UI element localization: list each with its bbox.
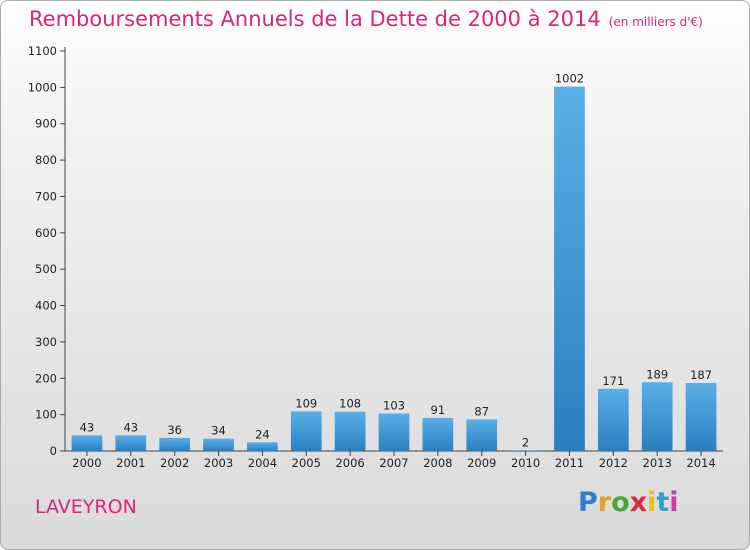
y-tick-label: 600 xyxy=(35,226,57,240)
y-tick-label: 400 xyxy=(35,299,57,313)
chart-title: Remboursements Annuels de la Dette de 20… xyxy=(29,7,703,31)
x-tick-label: 2012 xyxy=(599,456,628,470)
data-label: 43 xyxy=(123,420,138,434)
bar xyxy=(290,411,322,451)
data-label: 36 xyxy=(167,423,182,437)
logo-letter: r xyxy=(597,487,612,518)
bar xyxy=(159,437,191,451)
data-label: 91 xyxy=(431,403,446,417)
x-tick-label: 2006 xyxy=(335,456,364,470)
y-tick-label: 0 xyxy=(50,444,57,458)
logo-letter: i xyxy=(669,487,679,518)
bar xyxy=(334,411,366,451)
x-tick-label: 2011 xyxy=(555,456,584,470)
bar xyxy=(554,86,585,452)
bar xyxy=(247,442,278,451)
bar xyxy=(641,382,673,451)
y-tick-label: 300 xyxy=(35,335,57,349)
y-tick-label: 500 xyxy=(35,262,57,276)
x-tick-label: 2005 xyxy=(292,456,321,470)
y-tick-label: 200 xyxy=(35,371,57,385)
data-label: 2 xyxy=(522,435,529,449)
data-label: 43 xyxy=(80,420,95,434)
x-tick-label: 2008 xyxy=(423,456,452,470)
data-label: 34 xyxy=(211,424,226,438)
bar xyxy=(422,417,454,451)
x-tick-label: 2007 xyxy=(379,456,408,470)
x-tick-label: 2002 xyxy=(160,456,189,470)
bar xyxy=(510,450,541,451)
logo-letter: x xyxy=(629,487,648,518)
data-label: 187 xyxy=(690,368,712,382)
location-label: LAVEYRON xyxy=(35,496,137,518)
data-label: 171 xyxy=(602,374,624,388)
data-label: 87 xyxy=(474,404,489,418)
y-tick-label: 1100 xyxy=(28,44,57,58)
y-tick-label: 1000 xyxy=(28,80,57,94)
x-tick-label: 2004 xyxy=(248,456,277,470)
y-tick-label: 800 xyxy=(35,153,57,167)
x-tick-label: 2000 xyxy=(72,456,101,470)
y-tick-label: 900 xyxy=(35,117,57,131)
bar xyxy=(71,435,103,451)
x-tick-label: 2014 xyxy=(686,456,715,470)
data-label: 1002 xyxy=(555,72,584,86)
x-tick-label: 2003 xyxy=(204,456,233,470)
logo-letter: P xyxy=(578,487,598,518)
logo-letter: i xyxy=(647,487,657,518)
y-tick-label: 700 xyxy=(35,189,57,203)
x-tick-label: 2001 xyxy=(116,456,145,470)
x-tick-label: 2009 xyxy=(467,456,496,470)
chart-unit: (en milliers d'€) xyxy=(608,15,703,29)
x-tick-label: 2010 xyxy=(511,456,540,470)
logo-letter: o xyxy=(611,487,630,518)
proxiti-logo: Proxiti xyxy=(578,487,679,518)
bar xyxy=(115,435,147,451)
bar xyxy=(203,438,234,451)
data-label: 24 xyxy=(255,427,270,441)
data-label: 103 xyxy=(383,399,405,413)
bar xyxy=(378,413,410,451)
y-tick-label: 100 xyxy=(35,408,57,422)
data-label: 109 xyxy=(295,396,317,410)
bar xyxy=(597,388,629,451)
logo-letter: t xyxy=(656,487,670,518)
bar xyxy=(685,383,717,451)
x-tick-label: 2013 xyxy=(643,456,672,470)
bar xyxy=(466,419,498,451)
data-label: 189 xyxy=(646,367,668,381)
data-label: 108 xyxy=(339,397,361,411)
chart-title-text: Remboursements Annuels de la Dette de 20… xyxy=(29,7,601,31)
